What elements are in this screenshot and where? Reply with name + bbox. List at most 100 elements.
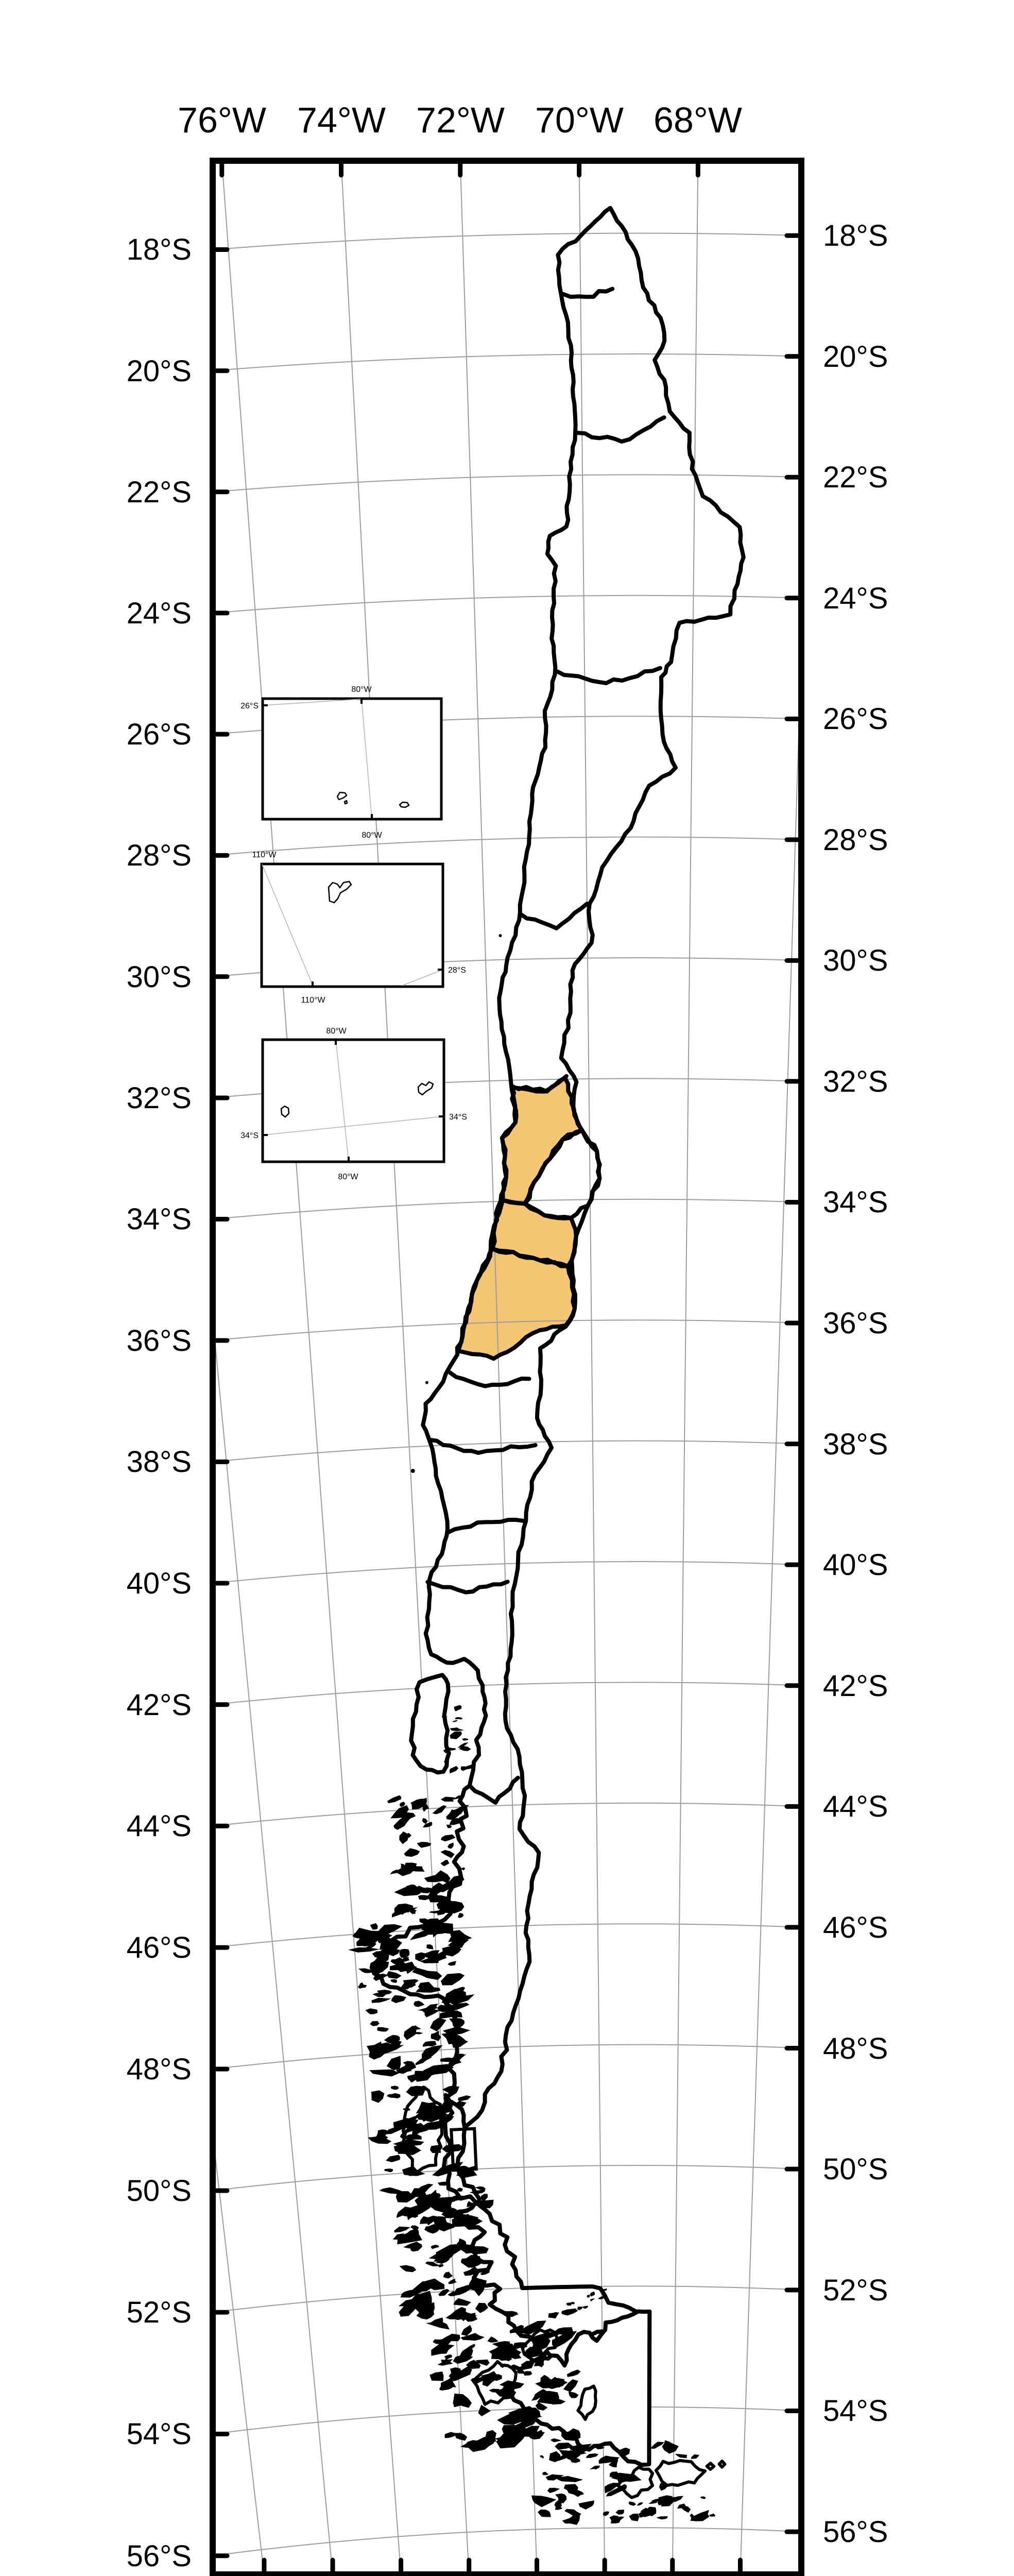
island-blob (424, 2110, 449, 2123)
highlighted-region-fill-1 (502, 1078, 582, 1204)
island-blob (446, 2195, 465, 2201)
island-blob (425, 2261, 440, 2266)
island-blob (487, 2374, 502, 2381)
meridian-68w (672, 161, 699, 2574)
region-border-6 (448, 1370, 531, 1388)
island-blob (441, 1987, 464, 2004)
island-blob (418, 1895, 431, 1901)
island-blob (466, 2360, 481, 2369)
island-blob (470, 2378, 479, 2382)
island-blob (415, 2057, 433, 2065)
island-blob (390, 1957, 404, 1965)
island-blob (409, 2294, 422, 2304)
island-blob (397, 2227, 422, 2245)
island-blob (369, 2069, 400, 2077)
region-border-4 (518, 902, 589, 930)
inset-easter-island: 110°W 110°W 28°S (252, 851, 466, 1005)
island-blob (552, 2331, 577, 2349)
island-blob (390, 1979, 398, 1983)
island-blob (431, 2340, 455, 2356)
axis-label-right-38s: 38°S (823, 1428, 888, 1461)
island-blob (425, 2197, 439, 2209)
island-blob (403, 2025, 417, 2040)
island-blob (396, 2191, 415, 2203)
island-blob (656, 2516, 668, 2520)
island-blob (709, 2513, 715, 2517)
island-blob (384, 2125, 405, 2134)
island-blob (357, 1982, 367, 1989)
island-blob (418, 2193, 427, 2199)
island-blob (403, 2107, 411, 2111)
island-blob (612, 2516, 625, 2524)
island-blob (494, 2436, 509, 2441)
island-blob (437, 2181, 450, 2186)
island-blob (590, 2465, 600, 2470)
island-blob (487, 2336, 499, 2343)
island-blob (561, 2428, 581, 2441)
island-blob (547, 2377, 564, 2386)
island-blob (438, 2289, 450, 2296)
island-blob (417, 1841, 432, 1848)
highlighted-region-fill-2 (492, 1200, 576, 1266)
island-blob (449, 1818, 461, 1825)
island-blob (389, 1961, 407, 1971)
island-blob (390, 1805, 409, 1819)
axis-label-right-52s: 52°S (823, 2274, 888, 2307)
axis-label-left-38s: 38°S (127, 1445, 192, 1479)
island-blob (453, 2393, 472, 2408)
island-blob (499, 2380, 524, 2391)
island-blob (566, 2369, 581, 2377)
island-blob (399, 1911, 405, 1915)
island-blob (452, 1720, 458, 1722)
parallel-18s (213, 232, 801, 250)
axis-labels: 76°W74°W72°W70°W68°W80°W76°W72°W68°W64°W… (127, 100, 888, 2573)
island-blob (563, 2484, 578, 2493)
axis-label-left-40s: 40°S (127, 1567, 192, 1600)
island-blob (659, 2481, 669, 2491)
island-blob (432, 1805, 447, 1815)
island-blob (497, 2408, 531, 2425)
axis-label-right-54s: 54°S (823, 2394, 888, 2428)
island-blob (517, 2328, 536, 2334)
island-blob (568, 2392, 579, 2398)
island-blob (366, 2041, 387, 2060)
island-blob (455, 2432, 468, 2441)
island-blob (432, 2162, 463, 2177)
island-blob (393, 2226, 410, 2233)
island-blob (442, 2086, 459, 2096)
island-blob (521, 2361, 531, 2368)
inset-desventuradas-islands: 80°W 26°S 80°W (240, 685, 443, 840)
islet-speck (499, 934, 502, 937)
island-blob (517, 2368, 525, 2374)
island-blob (661, 2497, 675, 2507)
inset-axis-label: 110°W (301, 996, 325, 1005)
island-blob (404, 1848, 420, 1857)
highlighted-region-fill-3 (458, 1248, 575, 1359)
island-blob (513, 2342, 527, 2349)
island-blob (628, 2501, 637, 2506)
island-blob (531, 2495, 557, 2507)
axis-label-top-74w: 74°W (297, 100, 386, 140)
axis-label-left-48s: 48°S (127, 2053, 192, 2086)
island-blob (449, 1766, 459, 1774)
island-blob (401, 2134, 422, 2140)
island-blob (398, 2148, 413, 2154)
island-blob (391, 1995, 407, 2003)
island-blob (404, 2064, 414, 2069)
island-blob (416, 1985, 441, 1993)
island-blob (662, 2440, 679, 2454)
axis-label-right-26s: 26°S (823, 702, 888, 736)
island-blob (480, 2270, 490, 2276)
island-blob (529, 2332, 560, 2343)
axis-label-left-42s: 42°S (127, 1688, 192, 1722)
island-blob (637, 2502, 643, 2506)
island-blob (448, 2278, 457, 2284)
island-blob (403, 2208, 422, 2221)
parallel-52s (213, 2285, 801, 2313)
island-blob (568, 2444, 592, 2454)
island-blob (608, 2459, 618, 2468)
island-blob (554, 2500, 562, 2508)
island-blob (410, 1799, 424, 1807)
island-blob (551, 2438, 562, 2443)
island-blob (499, 2437, 522, 2447)
